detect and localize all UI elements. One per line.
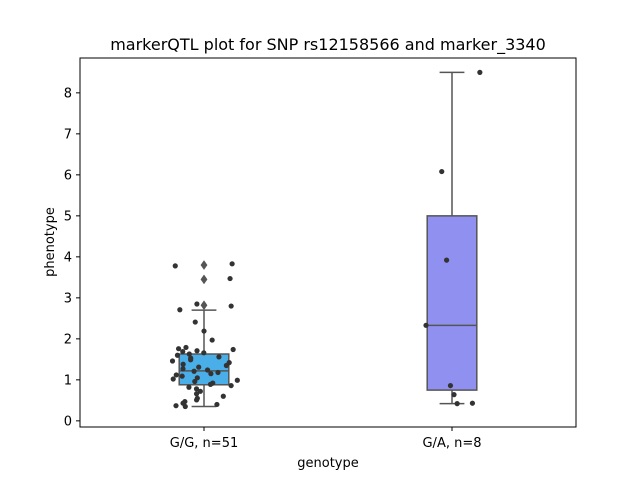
data-point (191, 368, 197, 374)
chart-title: markerQTL plot for SNP rs12158566 and ma… (110, 35, 546, 55)
outlier-marker (200, 260, 208, 270)
data-point (228, 303, 234, 309)
data-point (193, 386, 200, 392)
y-tick-label: 8 (64, 86, 72, 101)
y-axis: 0 1 2 3 4 5 6 7 8 (64, 86, 80, 429)
data-point (182, 403, 188, 410)
data-point (188, 357, 194, 363)
data-point (209, 337, 215, 343)
data-point (180, 361, 186, 367)
outlier-marker (200, 274, 208, 285)
data-point (170, 376, 176, 382)
data-point (227, 275, 233, 282)
data-point (186, 351, 192, 357)
data-point (192, 319, 198, 325)
data-point (214, 401, 220, 408)
y-tick-label: 5 (64, 209, 72, 224)
data-point (177, 307, 183, 313)
x-axis-label: genotype (297, 456, 358, 471)
box-group (426, 71, 478, 405)
data-point (192, 378, 198, 385)
data-point (172, 263, 178, 269)
x-axis: G/G, n=51 G/A, n=8 (170, 427, 482, 451)
y-tick-label: 1 (64, 373, 72, 388)
data-point (173, 372, 179, 378)
data-point (207, 381, 214, 387)
data-point (193, 391, 200, 397)
y-axis-label: phenotype (43, 207, 58, 277)
data-point (201, 350, 207, 356)
data-point (197, 388, 203, 394)
data-point (230, 346, 236, 353)
y-tick-label: 4 (64, 250, 72, 265)
data-point (179, 373, 185, 379)
data-point (180, 348, 186, 355)
data-point (194, 375, 200, 381)
data-point (469, 400, 476, 406)
box-iqr (178, 353, 230, 386)
data-point (174, 352, 181, 358)
box-iqr (426, 215, 478, 391)
data-point (447, 382, 454, 389)
y-tick-label: 2 (64, 332, 72, 347)
x-tick-label: G/G, n=51 (170, 436, 238, 451)
data-point (194, 301, 200, 307)
data-point (183, 344, 189, 351)
data-point (223, 362, 229, 369)
plot-area (79, 57, 577, 428)
data-point (186, 384, 192, 390)
y-tick-label: 3 (64, 291, 72, 306)
x-tick-label: G/A, n=8 (422, 436, 481, 451)
boxes (178, 71, 478, 408)
data-point (228, 382, 234, 389)
data-point (477, 69, 483, 75)
data-point (204, 367, 211, 373)
y-tick-label: 6 (64, 168, 72, 183)
data-point (229, 261, 235, 267)
data-point (201, 328, 207, 334)
data-point (220, 393, 226, 399)
data-point (208, 371, 214, 377)
data-point (439, 168, 445, 175)
box-group (178, 260, 230, 408)
y-tick-label: 0 (64, 414, 72, 429)
data-point (451, 392, 457, 398)
data-point (193, 397, 200, 403)
data-point (443, 257, 450, 263)
data-point (169, 358, 176, 364)
data-point (234, 377, 240, 383)
data-point (216, 354, 222, 360)
data-points (169, 69, 483, 410)
data-point (196, 364, 202, 370)
data-point (194, 348, 200, 354)
data-point (215, 369, 221, 376)
outlier-marker (200, 300, 208, 311)
data-point (175, 346, 182, 352)
data-point (180, 366, 186, 372)
data-point (173, 403, 179, 409)
data-point (423, 322, 429, 328)
y-tick-label: 7 (64, 127, 72, 142)
data-point (454, 401, 460, 407)
